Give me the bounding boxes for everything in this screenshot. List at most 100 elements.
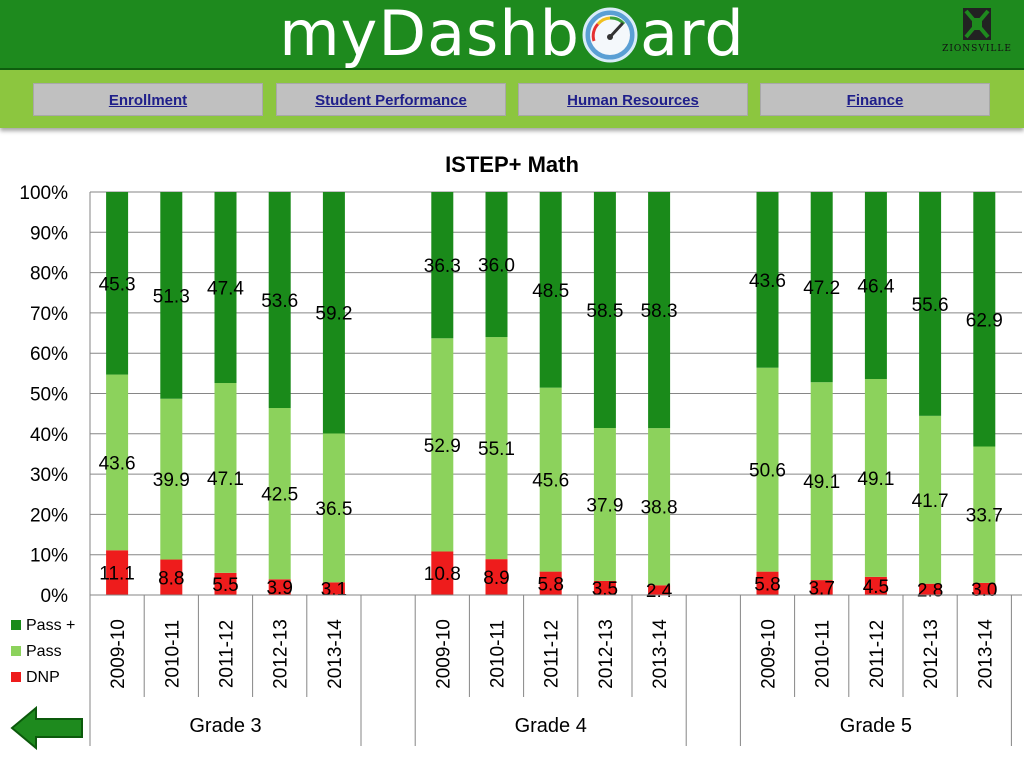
y-tick-label: 50%	[30, 385, 68, 406]
bar-dnp	[214, 572, 237, 595]
bar-pass	[919, 192, 942, 416]
bar-pass	[648, 428, 671, 586]
data-label: 11.1	[99, 564, 135, 585]
bar-pass	[756, 367, 779, 572]
x-tick-label: 2010-11	[488, 620, 509, 688]
data-label: 49.1	[857, 469, 894, 490]
data-label: 3.1	[321, 580, 347, 601]
nav-human-resources[interactable]: Human Resources	[518, 83, 748, 116]
data-label: 58.3	[641, 301, 678, 322]
bar-pass	[268, 408, 291, 580]
group-label: Grade 4	[515, 715, 587, 737]
app-title-prefix: myDashb	[279, 0, 581, 70]
data-label: 5.8	[537, 574, 563, 595]
data-label: 47.4	[207, 279, 244, 300]
data-label: 50.6	[749, 461, 786, 482]
data-label: 46.4	[857, 276, 894, 297]
x-tick-label: 2013-14	[650, 619, 671, 689]
bar-dnp	[648, 585, 671, 595]
data-label: 10.8	[424, 564, 461, 585]
bar-pass	[973, 192, 996, 447]
legend-label: Pass	[26, 643, 62, 660]
data-label: 47.1	[207, 469, 244, 490]
legend-swatch	[11, 620, 21, 630]
data-label: 49.1	[803, 472, 840, 493]
data-label: 3.0	[971, 580, 997, 601]
data-label: 48.5	[532, 281, 569, 302]
data-label: 33.7	[966, 506, 1003, 527]
y-tick-label: 0%	[41, 586, 69, 607]
data-label: 55.6	[912, 295, 949, 316]
bar-dnp	[268, 579, 291, 595]
app-title-suffix: ard	[640, 0, 745, 70]
zionsville-school-logo: ZIONSVILLE	[940, 6, 1014, 62]
bar-dnp	[431, 551, 454, 595]
y-tick-label: 40%	[30, 425, 68, 446]
bar-pass	[539, 387, 562, 572]
logo-text: ZIONSVILLE	[942, 44, 1012, 54]
nav-student-performance[interactable]: Student Performance	[276, 83, 506, 116]
app-title: myDashb ard	[0, 0, 1024, 72]
bar-pass	[485, 337, 508, 560]
legend-swatch	[11, 646, 21, 656]
x-tick-label: 2009-10	[108, 619, 129, 689]
y-tick-label: 70%	[30, 304, 68, 325]
data-label: 41.7	[912, 491, 949, 512]
bar-pass	[810, 192, 833, 383]
bar-pass	[864, 378, 887, 577]
data-label: 55.1	[478, 439, 515, 460]
bar-pass	[106, 374, 129, 551]
data-label: 36.3	[424, 256, 461, 277]
gauge-icon	[582, 7, 638, 63]
bar-dnp	[160, 559, 183, 595]
bar-dnp	[539, 571, 562, 595]
data-label: 3.9	[266, 578, 292, 599]
bar-dnp	[756, 571, 779, 595]
nav-enrollment[interactable]: Enrollment	[33, 83, 263, 116]
x-tick-label: 2011-12	[867, 620, 888, 688]
x-tick-label: 2011-12	[542, 620, 563, 688]
y-tick-label: 80%	[30, 264, 68, 285]
bar-pass	[431, 192, 454, 339]
data-label: 58.5	[586, 301, 623, 322]
x-tick-label: 2011-12	[217, 620, 238, 688]
x-tick-label: 2013-14	[325, 619, 346, 689]
istep-math-chart: ISTEP+ Math 11.1 43.6 45.3 8.8 39.9 51.3 5.5 47…	[11, 152, 1022, 746]
data-label: 45.6	[532, 471, 569, 492]
data-label: 3.5	[592, 579, 618, 600]
data-label: 5.5	[212, 575, 238, 596]
bar-pass	[160, 398, 183, 560]
bar-pass	[160, 192, 183, 399]
bar-dnp	[864, 576, 887, 595]
back-button[interactable]	[10, 705, 84, 751]
data-label: 59.2	[315, 304, 352, 325]
bar-dnp	[919, 583, 942, 595]
group-label: Grade 5	[840, 715, 912, 737]
data-label: 5.8	[754, 574, 780, 595]
data-label: 51.3	[153, 286, 190, 307]
y-tick-label: 90%	[30, 223, 68, 244]
bar-pass	[268, 192, 291, 409]
chart-title: ISTEP+ Math	[445, 152, 579, 177]
bars	[106, 192, 996, 595]
legend-swatch	[11, 672, 21, 682]
bar-dnp	[485, 559, 508, 595]
data-label: 8.8	[158, 568, 184, 589]
legend: Pass + Pass DNP	[11, 617, 75, 686]
y-tick-label: 100%	[19, 183, 68, 204]
nav-finance[interactable]: Finance	[760, 83, 990, 116]
bar-pass	[322, 192, 345, 434]
bar-pass	[593, 427, 616, 581]
x-tick-label: 2009-10	[433, 619, 454, 689]
bar-pass	[214, 192, 237, 384]
bar-pass	[485, 192, 508, 338]
bar-pass	[756, 192, 779, 368]
bar-pass	[593, 192, 616, 428]
bar-pass	[322, 433, 345, 583]
bar-dnp	[973, 582, 996, 595]
data-label: 2.4	[646, 581, 673, 602]
data-label: 36.0	[478, 256, 515, 277]
data-label: 43.6	[749, 271, 786, 292]
axes: 0% 10% 20% 30% 40% 50% 60% 70% 80% 90% 100% 2009-10…	[19, 183, 1022, 746]
group-label: Grade 3	[189, 715, 261, 737]
